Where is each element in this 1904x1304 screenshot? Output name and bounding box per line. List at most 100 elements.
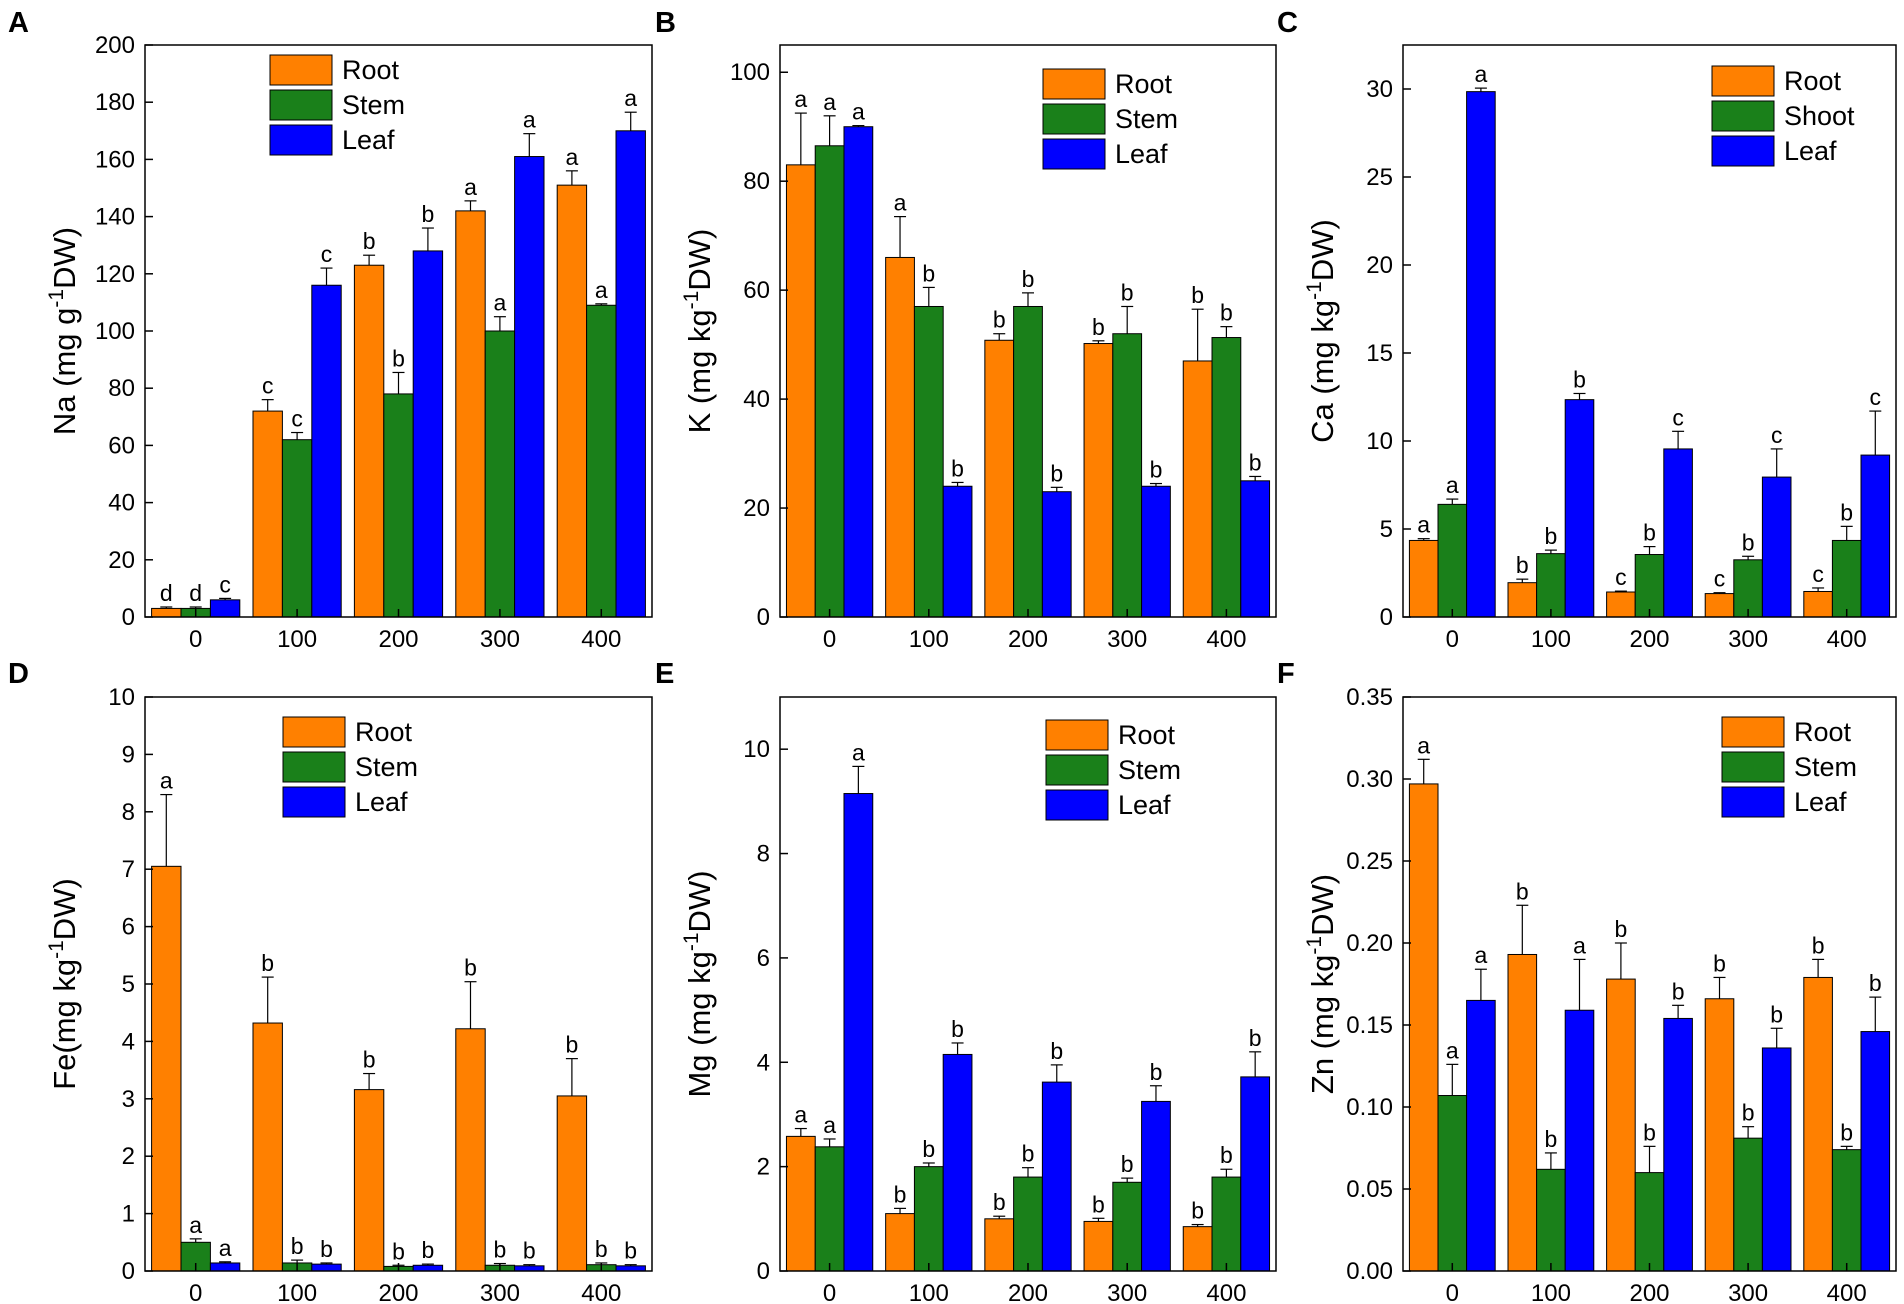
y-tick-label: 0.25 — [1346, 848, 1393, 875]
y-axis-label-unit: DW) — [47, 227, 82, 289]
significance-letter: d — [160, 580, 173, 606]
significance-letter: b — [363, 228, 376, 254]
significance-letter: a — [1417, 512, 1430, 538]
significance-letter: b — [494, 1237, 507, 1263]
significance-letter: a — [1474, 61, 1487, 87]
y-axis-label: K (mg kg-1DW) — [680, 229, 717, 434]
significance-letter: b — [1050, 1038, 1063, 1064]
bar-leaf — [514, 1265, 545, 1272]
bar-root — [1507, 953, 1538, 1272]
bar-leaf — [1663, 448, 1693, 618]
significance-letter: b — [1812, 932, 1825, 958]
bar-root — [785, 1135, 816, 1272]
y-axis-label-unit: DW) — [47, 878, 82, 940]
bar-leaf — [1564, 1009, 1595, 1272]
bar-leaf — [1240, 1076, 1271, 1272]
legend-label-stem: Stem — [1115, 104, 1178, 134]
bar-stem — [1536, 1168, 1566, 1272]
bar-root — [1182, 1226, 1213, 1272]
bar-stem — [913, 305, 944, 618]
legend-label-leaf: Leaf — [1794, 787, 1847, 817]
significance-letter: b — [624, 1238, 637, 1264]
x-tick-label: 0 — [1446, 626, 1459, 653]
y-tick-label: 100 — [730, 59, 770, 86]
bar-root — [1704, 998, 1735, 1272]
significance-letter: a — [1474, 942, 1487, 968]
significance-letter: b — [1573, 366, 1586, 392]
legend-swatch-stem — [1045, 754, 1109, 786]
bar-stem — [1112, 1181, 1143, 1272]
x-tick-label: 200 — [378, 626, 418, 653]
bar-root — [1408, 539, 1439, 618]
significance-letter: b — [422, 1237, 435, 1263]
significance-letter: b — [320, 1236, 333, 1262]
bar-root — [1704, 593, 1735, 618]
bar-shoot — [1733, 559, 1763, 618]
legend-swatch-leaf — [1045, 789, 1109, 821]
significance-letter: c — [1812, 561, 1824, 587]
y-tick-label: 180 — [95, 89, 135, 116]
bar-root — [1803, 976, 1833, 1272]
y-tick-label: 0.35 — [1346, 684, 1393, 711]
significance-letter: b — [1869, 970, 1882, 996]
y-axis-label-main: Ca (mg kg — [1305, 300, 1340, 443]
bar-root — [1083, 1220, 1114, 1272]
y-tick-label: 7 — [122, 856, 135, 883]
y-tick-label: 5 — [1380, 516, 1393, 543]
bar-stem — [1831, 1149, 1862, 1272]
significance-letter: c — [291, 406, 303, 432]
significance-letter: c — [321, 241, 333, 267]
significance-letter: b — [363, 1047, 376, 1073]
legend-label-leaf: Leaf — [1784, 136, 1837, 166]
bar-shoot — [1831, 539, 1862, 618]
significance-letter: c — [1615, 564, 1627, 590]
panel-letter: F — [1277, 658, 1295, 690]
y-tick-label: 0 — [1380, 604, 1393, 631]
legend-swatch-leaf — [1721, 786, 1785, 818]
y-tick-label: 60 — [743, 277, 770, 304]
significance-letter: b — [1191, 1198, 1204, 1224]
significance-letter: a — [852, 739, 865, 765]
legend-swatch-stem — [1721, 751, 1785, 783]
y-tick-label: 0.05 — [1346, 1176, 1393, 1203]
significance-letter: b — [1643, 1119, 1656, 1145]
y-axis-label-main: Na (mg g — [47, 308, 82, 435]
bar-leaf — [209, 599, 241, 618]
legend-label-stem: Stem — [1794, 752, 1857, 782]
bar-leaf — [615, 130, 646, 618]
y-tick-label: 6 — [122, 914, 135, 941]
significance-letter: b — [523, 1238, 536, 1264]
significance-letter: b — [1516, 552, 1529, 578]
y-axis-label: Ca (mg kg-1DW) — [1303, 219, 1340, 443]
legend-label-root: Root — [1784, 66, 1842, 96]
significance-letter: b — [1249, 1025, 1262, 1051]
y-tick-label: 30 — [1366, 76, 1393, 103]
x-tick-label: 100 — [909, 626, 949, 653]
y-tick-label: 1 — [122, 1201, 135, 1228]
significance-letter: c — [1870, 384, 1882, 410]
bar-root — [151, 607, 182, 618]
legend-swatch-leaf — [1711, 135, 1775, 167]
significance-letter: c — [1714, 566, 1726, 592]
legend-label-leaf: Leaf — [355, 787, 408, 817]
significance-letter: b — [894, 1181, 907, 1207]
significance-letter: b — [595, 1236, 608, 1262]
bar-leaf — [1761, 476, 1792, 618]
significance-letter: b — [1545, 1126, 1558, 1152]
significance-letter: a — [160, 768, 173, 794]
y-tick-label: 0.20 — [1346, 930, 1393, 957]
significance-letter: b — [1742, 1100, 1755, 1126]
x-tick-label: 100 — [1531, 626, 1571, 653]
significance-letter: a — [1417, 732, 1430, 758]
x-tick-label: 100 — [909, 1280, 949, 1304]
significance-letter: d — [189, 580, 202, 606]
significance-letter: b — [422, 201, 435, 227]
y-axis-label: Zn (mg kg-1DW) — [1303, 874, 1340, 1094]
y-tick-label: 0.30 — [1346, 766, 1393, 793]
significance-letter: b — [1150, 1059, 1163, 1085]
y-axis-label-main: Zn (mg kg — [1305, 955, 1340, 1095]
bar-stem — [1013, 305, 1043, 618]
bar-leaf — [1663, 1017, 1693, 1272]
bar-leaf — [1041, 491, 1072, 618]
